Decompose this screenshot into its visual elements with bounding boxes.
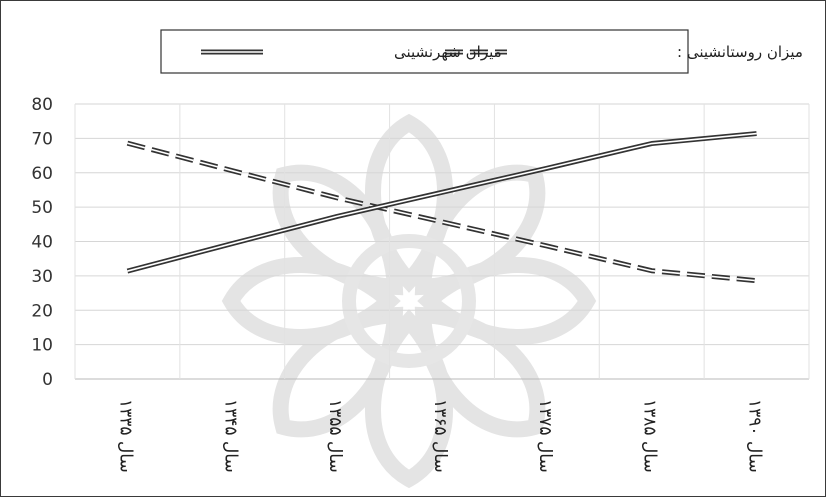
series-rural-line bbox=[126, 140, 757, 284]
y-tick-label: 60 bbox=[31, 164, 53, 184]
y-tick-label: 10 bbox=[31, 336, 53, 356]
legend: میزان روستانشینی : میزان شهرنشینی bbox=[160, 29, 803, 74]
watermark-ring bbox=[342, 234, 476, 368]
y-tick-label: 80 bbox=[31, 95, 53, 115]
x-tick-label: سال ۱۳۸۵ bbox=[640, 399, 660, 473]
x-tick-label: سال ۱۳۶۵ bbox=[430, 399, 450, 473]
chart-gridlines bbox=[74, 103, 810, 380]
y-tick-label: 70 bbox=[31, 129, 53, 149]
y-tick-label: 0 bbox=[42, 370, 53, 390]
y-tick-label: 50 bbox=[31, 198, 53, 218]
x-axis-ticks: سال ۱۳۳۵ سال ۱۳۴۵ سال ۱۳۵۵ سال ۱۳۶۵ سال ۱۳۷۵… bbox=[115, 399, 764, 473]
y-axis-ticks: 0 10 20 30 40 50 60 70 80 bbox=[31, 95, 53, 390]
x-tick-label: سال ۱۳۷۵ bbox=[535, 399, 555, 473]
watermark-rosette bbox=[221, 113, 597, 489]
series-urban-line bbox=[126, 131, 757, 274]
x-tick-label: سال ۱۳۳۵ bbox=[115, 399, 135, 473]
series-layer bbox=[126, 131, 757, 284]
series-line-inner bbox=[127, 142, 757, 282]
y-tick-label: 30 bbox=[31, 267, 53, 287]
legend-label-rural: میزان روستانشینی : bbox=[677, 43, 803, 61]
series-line-inner bbox=[127, 132, 757, 272]
x-tick-label: سال ۱۳۹۰ bbox=[745, 399, 765, 473]
watermark-petal bbox=[272, 164, 404, 296]
legend-label-urban: میزان شهرنشینی bbox=[394, 43, 502, 61]
y-tick-label: 20 bbox=[31, 301, 53, 321]
y-tick-label: 40 bbox=[31, 233, 53, 253]
x-tick-label: سال ۱۳۵۵ bbox=[325, 399, 345, 473]
x-tick-label: سال ۱۳۴۵ bbox=[220, 399, 240, 473]
